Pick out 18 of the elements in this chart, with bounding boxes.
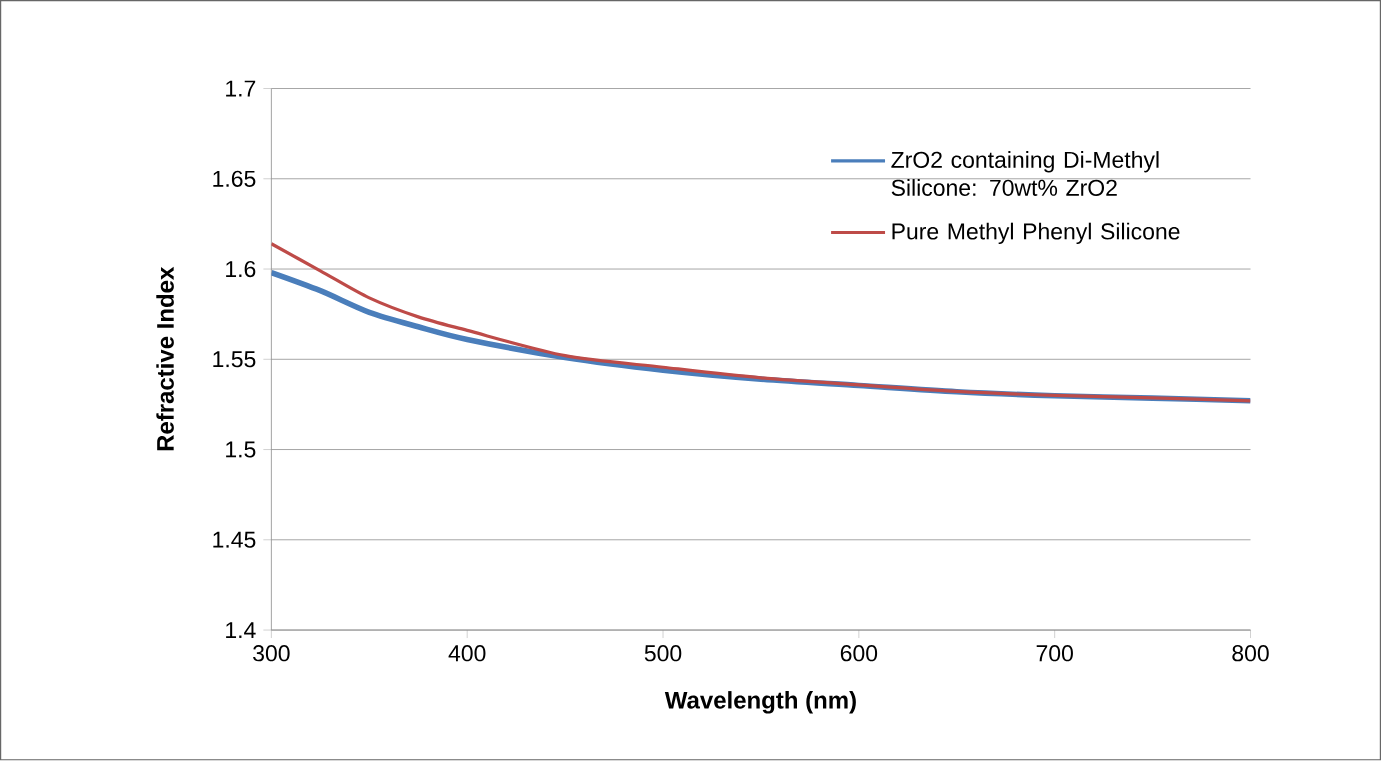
- y-tick-label: 1.55: [213, 351, 256, 368]
- y-tick-label: 1.4: [226, 622, 256, 639]
- line-series: [271, 242, 1251, 403]
- y-axis-title: Refractive Index: [156, 267, 174, 451]
- y-tick-label: 1.6: [226, 261, 256, 278]
- x-tick-label: 800: [1232, 645, 1269, 662]
- y-tick-label: 1.7: [226, 80, 256, 97]
- x-tick-label: 600: [840, 645, 878, 662]
- legend-label: Pure Methyl Phenyl Silicone: [892, 222, 1180, 245]
- x-axis-title: Wavelength (nm): [664, 691, 856, 714]
- legend-label: ZrO2 containing Di-Methyl Silicone: 70wt% ZrO2: [891, 151, 1159, 197]
- x-tick-label: 300: [253, 645, 290, 662]
- x-tick-label: 700: [1036, 645, 1073, 662]
- y-tick-label: 1.5: [226, 441, 256, 458]
- x-tick-label: 500: [644, 645, 682, 662]
- y-tick-label: 1.65: [213, 170, 256, 188]
- y-tick-label: 1.45: [213, 532, 256, 549]
- x-tick-label: 400: [448, 645, 486, 662]
